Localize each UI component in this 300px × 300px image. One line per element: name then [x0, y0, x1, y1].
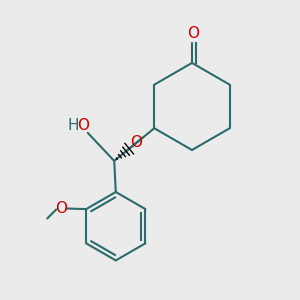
- Text: O: O: [187, 26, 199, 41]
- Text: H: H: [67, 118, 79, 133]
- Text: O: O: [130, 135, 142, 150]
- Text: O: O: [77, 118, 89, 133]
- Text: O: O: [56, 201, 68, 216]
